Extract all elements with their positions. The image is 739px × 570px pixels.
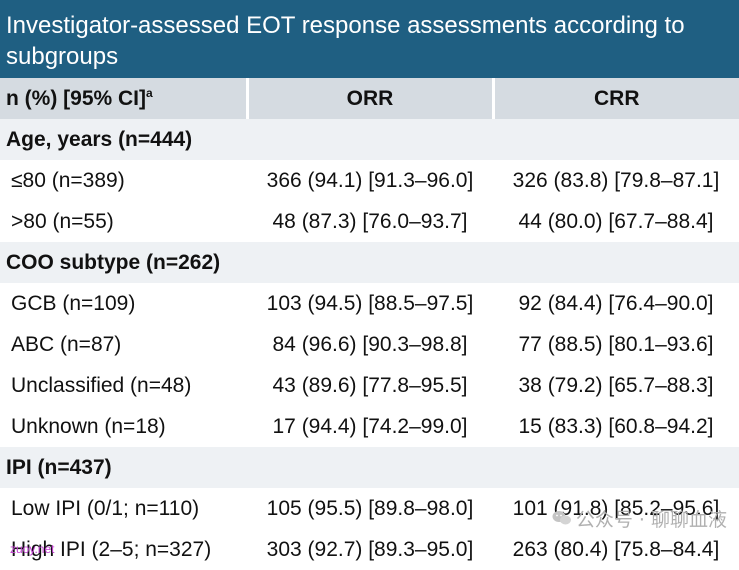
watermark-text: 公众号 · 聊聊血液 (575, 509, 727, 531)
table-row: ≤80 (n=389) 366 (94.1) [91.3–96.0] 326 (… (0, 160, 739, 201)
orr-cell: 84 (96.6) [90.3–98.8] (247, 324, 493, 365)
response-table: n (%) [95% CI]a ORR CRR Age, years (n=44… (0, 78, 739, 570)
header-footnote-mark: a (146, 86, 153, 100)
section-label: COO subtype (n=262) (0, 242, 739, 283)
orr-cell: 366 (94.1) [91.3–96.0] (247, 160, 493, 201)
section-label: IPI (n=437) (0, 447, 739, 488)
orr-cell: 105 (95.5) [89.8–98.0] (247, 488, 493, 529)
orr-cell: 303 (92.7) [89.3–95.0] (247, 529, 493, 570)
header-stat: n (%) [95% CI]a (0, 78, 249, 119)
crr-cell: 38 (79.2) [65.7–88.3] (493, 365, 739, 406)
crr-cell: 326 (83.8) [79.8–87.1] (493, 160, 739, 201)
header-orr: ORR (247, 78, 495, 119)
crr-cell: 44 (80.0) [67.7–88.4] (493, 201, 739, 242)
row-label: Unclassified (n=48) (0, 365, 247, 406)
table-row: High IPI (2–5; n=327) 303 (92.7) [89.3–9… (0, 529, 739, 570)
section-row-coo: COO subtype (n=262) (0, 242, 739, 283)
table-row: GCB (n=109) 103 (94.5) [88.5–97.5] 92 (8… (0, 283, 739, 324)
row-label: ABC (n=87) (0, 324, 247, 365)
row-label: >80 (n=55) (0, 201, 247, 242)
row-label: Low IPI (0/1; n=110) (0, 488, 247, 529)
table-row: >80 (n=55) 48 (87.3) [76.0–93.7] 44 (80.… (0, 201, 739, 242)
section-row-ipi: IPI (n=437) (0, 447, 739, 488)
orr-cell: 103 (94.5) [88.5–97.5] (247, 283, 493, 324)
crr-cell: 92 (84.4) [76.4–90.0] (493, 283, 739, 324)
table-header-row: n (%) [95% CI]a ORR CRR (0, 78, 739, 119)
crr-cell: 15 (83.3) [60.8–94.2] (493, 406, 739, 447)
wechat-icon (552, 509, 572, 531)
table-row: ABC (n=87) 84 (96.6) [90.3–98.8] 77 (88.… (0, 324, 739, 365)
row-label: Unknown (n=18) (0, 406, 247, 447)
orr-cell: 17 (94.4) [74.2–99.0] (247, 406, 493, 447)
section-row-age: Age, years (n=444) (0, 119, 739, 160)
header-stat-label: n (%) [95% CI] (6, 87, 147, 110)
crr-cell: 263 (80.4) [75.8–84.4] (493, 529, 739, 570)
row-label: High IPI (2–5; n=327) (0, 529, 247, 570)
crr-cell: 77 (88.5) [80.1–93.6] (493, 324, 739, 365)
site-watermark: zuoy.net (10, 542, 55, 556)
section-label: Age, years (n=444) (0, 119, 739, 160)
row-label: GCB (n=109) (0, 283, 247, 324)
wechat-watermark: 公众号 · 聊聊血液 (552, 505, 727, 532)
row-label: ≤80 (n=389) (0, 160, 247, 201)
header-crr: CRR (493, 78, 739, 119)
table-row: Unknown (n=18) 17 (94.4) [74.2–99.0] 15 … (0, 406, 739, 447)
table-title: Investigator-assessed EOT response asses… (0, 0, 739, 78)
orr-cell: 43 (89.6) [77.8–95.5] (247, 365, 493, 406)
table-row: Unclassified (n=48) 43 (89.6) [77.8–95.5… (0, 365, 739, 406)
orr-cell: 48 (87.3) [76.0–93.7] (247, 201, 493, 242)
